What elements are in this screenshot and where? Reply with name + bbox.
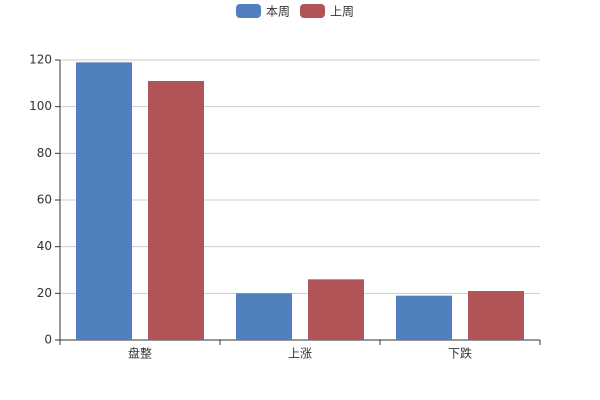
bar bbox=[396, 295, 452, 340]
y-tick-label: 100 bbox=[29, 99, 52, 113]
bar bbox=[76, 62, 132, 340]
bar bbox=[468, 291, 524, 340]
bar bbox=[236, 293, 292, 340]
y-tick-label: 0 bbox=[44, 333, 52, 347]
bar bbox=[308, 279, 364, 340]
y-tick-label: 60 bbox=[37, 193, 52, 207]
x-tick-label: 下跌 bbox=[448, 346, 472, 361]
legend-swatch[interactable] bbox=[300, 4, 325, 18]
legend-label[interactable]: 上周 bbox=[330, 5, 354, 19]
x-tick-label: 上涨 bbox=[288, 346, 312, 361]
bar bbox=[148, 81, 204, 340]
y-tick-label: 40 bbox=[37, 239, 52, 253]
y-tick-label: 80 bbox=[37, 146, 52, 160]
legend-label[interactable]: 本周 bbox=[266, 5, 290, 19]
y-tick-label: 120 bbox=[29, 53, 52, 67]
x-tick-label: 盘整 bbox=[128, 346, 152, 361]
legend-swatch[interactable] bbox=[236, 4, 261, 18]
y-tick-label: 20 bbox=[37, 286, 52, 300]
